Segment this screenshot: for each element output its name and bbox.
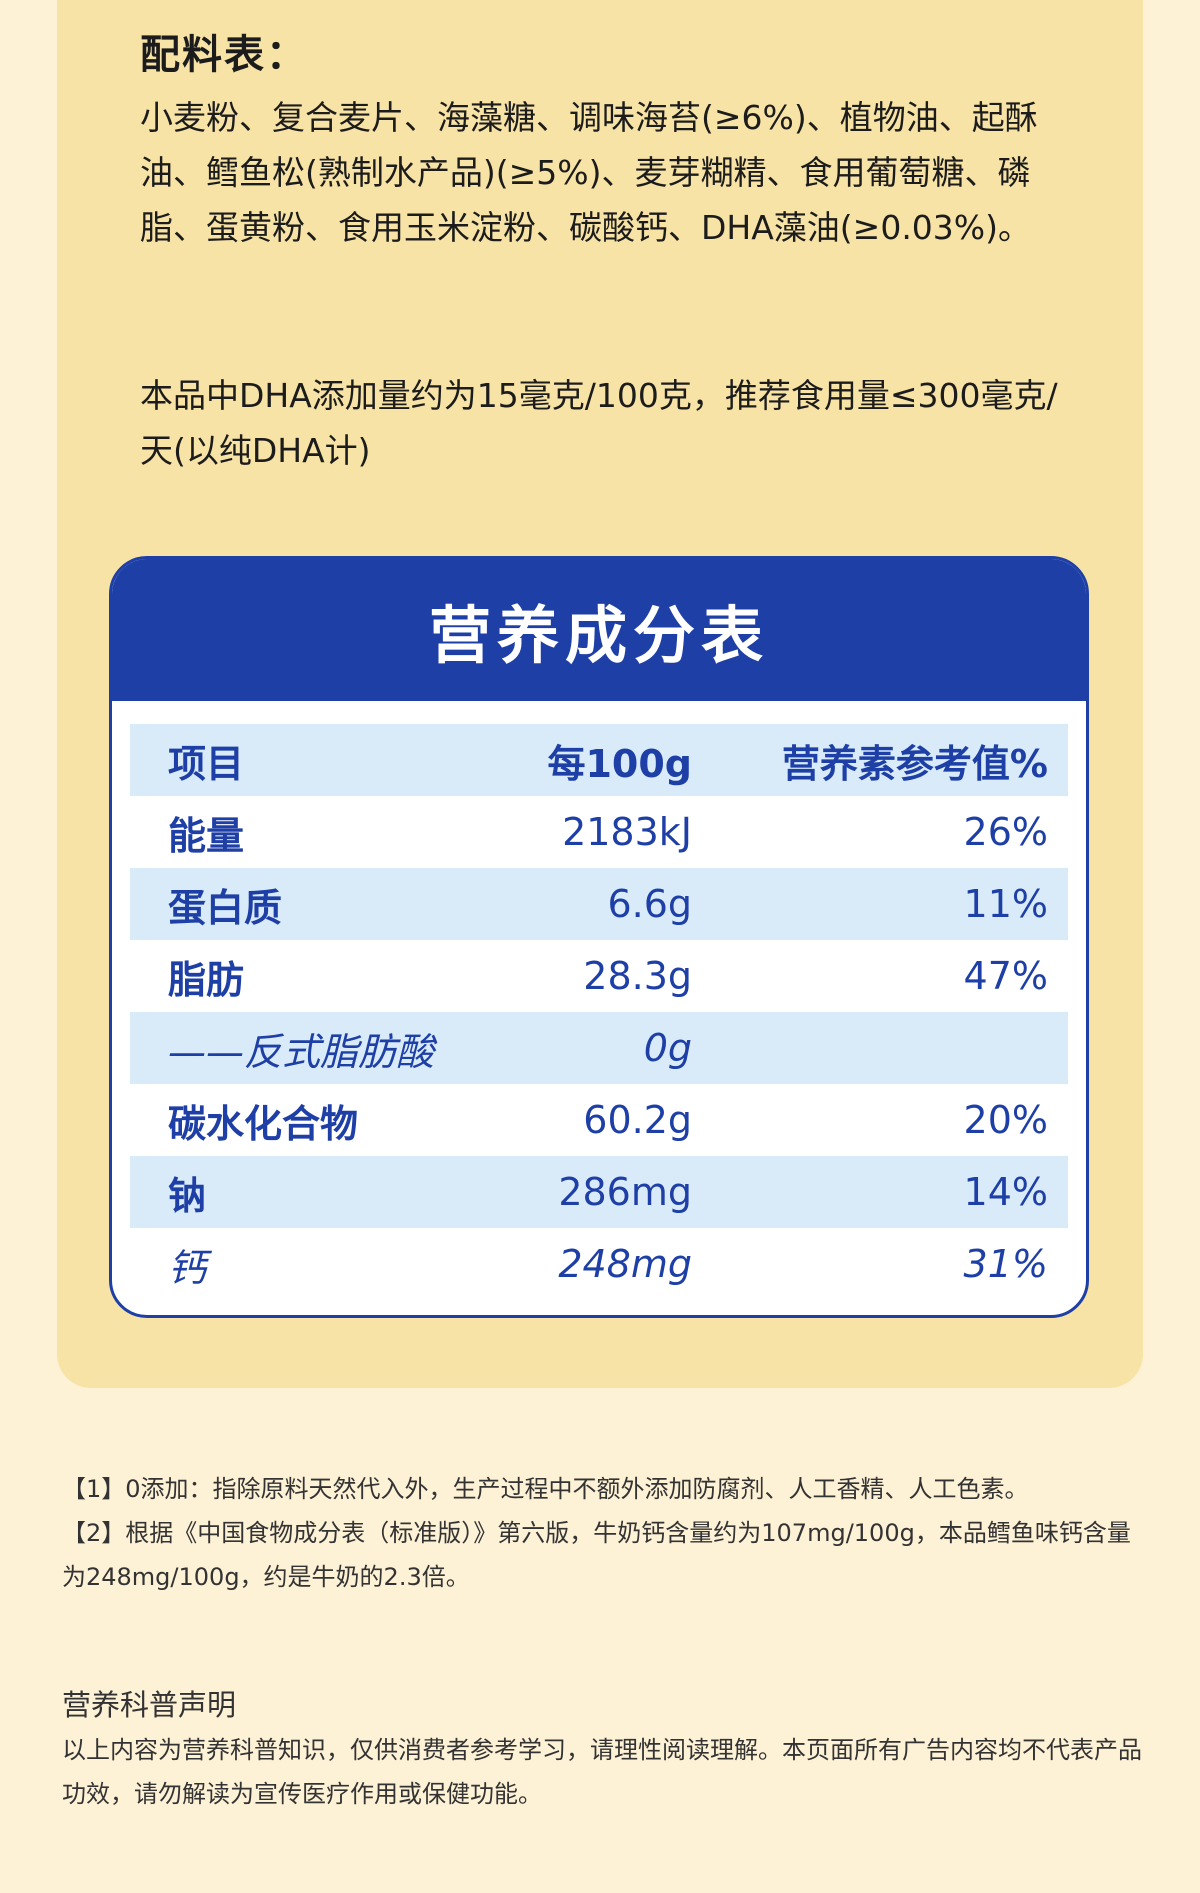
row-nrv: 20%	[963, 1098, 1048, 1142]
declaration-title: 营养科普声明	[62, 1688, 237, 1722]
row-item: ——反式脂肪酸	[168, 1029, 435, 1074]
nutrition-row-energy: 能量 2183kJ 26%	[130, 796, 1068, 868]
footnotes: 【1】0添加：指除原料天然代入外，生产过程中不额外添加防腐剂、人工香精、人工色素…	[62, 1467, 1142, 1599]
row-per100g: 0g	[643, 1026, 692, 1070]
nutrition-row-fat: 脂肪 28.3g 47%	[130, 940, 1068, 1012]
nutrition-row-trans-fat: ——反式脂肪酸 0g	[130, 1012, 1068, 1084]
row-item: 脂肪	[168, 957, 245, 1002]
footnote-2: 【2】根据《中国食物成分表（标准版）》第六版，牛奶钙含量约为107mg/100g…	[62, 1519, 1131, 1591]
row-item: 碳水化合物	[168, 1101, 359, 1146]
row-per100g: 60.2g	[583, 1098, 692, 1142]
row-per100g: 28.3g	[583, 954, 692, 998]
nutrition-row-calcium: 钙 248mg 31%	[130, 1228, 1068, 1300]
row-nrv: 47%	[963, 954, 1048, 998]
nutrition-table: 营养成分表 项目 每100g 营养素参考值% 能量 2183kJ 26% 蛋白质…	[109, 556, 1089, 1318]
nutrition-row-protein: 蛋白质 6.6g 11%	[130, 868, 1068, 940]
row-item: 钙	[168, 1245, 207, 1290]
row-nrv: 11%	[963, 882, 1048, 926]
header-item: 项目	[168, 741, 245, 786]
header-per100g: 每100g	[547, 741, 692, 786]
nutrition-table-title: 营养成分表	[112, 559, 1086, 701]
row-per100g: 6.6g	[607, 882, 692, 926]
row-item: 蛋白质	[168, 885, 283, 930]
nutrition-row-carbs: 碳水化合物 60.2g 20%	[130, 1084, 1068, 1156]
row-per100g: 2183kJ	[562, 810, 692, 854]
row-nrv: 14%	[963, 1170, 1048, 1214]
nutrition-header-row: 项目 每100g 营养素参考值%	[130, 724, 1068, 796]
row-nrv: 26%	[963, 810, 1048, 854]
row-item: 钠	[168, 1173, 207, 1218]
ingredients-title: 配料表：	[140, 32, 308, 78]
row-per100g: 286mg	[558, 1170, 692, 1214]
footnote-1: 【1】0添加：指除原料天然代入外，生产过程中不额外添加防腐剂、人工香精、人工色素…	[62, 1475, 1029, 1503]
header-nrv: 营养素参考值%	[781, 741, 1048, 786]
declaration-text: 以上内容为营养科普知识，仅供消费者参考学习，请理性阅读理解。本页面所有广告内容均…	[62, 1736, 1142, 1808]
nutrition-row-sodium: 钠 286mg 14%	[130, 1156, 1068, 1228]
row-nrv: 31%	[963, 1242, 1048, 1286]
row-per100g: 248mg	[558, 1242, 692, 1286]
row-item: 能量	[168, 813, 245, 858]
ingredients-text: 小麦粉、复合麦片、海藻糖、调味海苔(≥6%)、植物油、起酥油、鳕鱼松(熟制水产品…	[140, 98, 1038, 247]
dha-note: 本品中DHA添加量约为15毫克/100克，推荐食用量≤300毫克/天(以纯DHA…	[140, 376, 1058, 470]
